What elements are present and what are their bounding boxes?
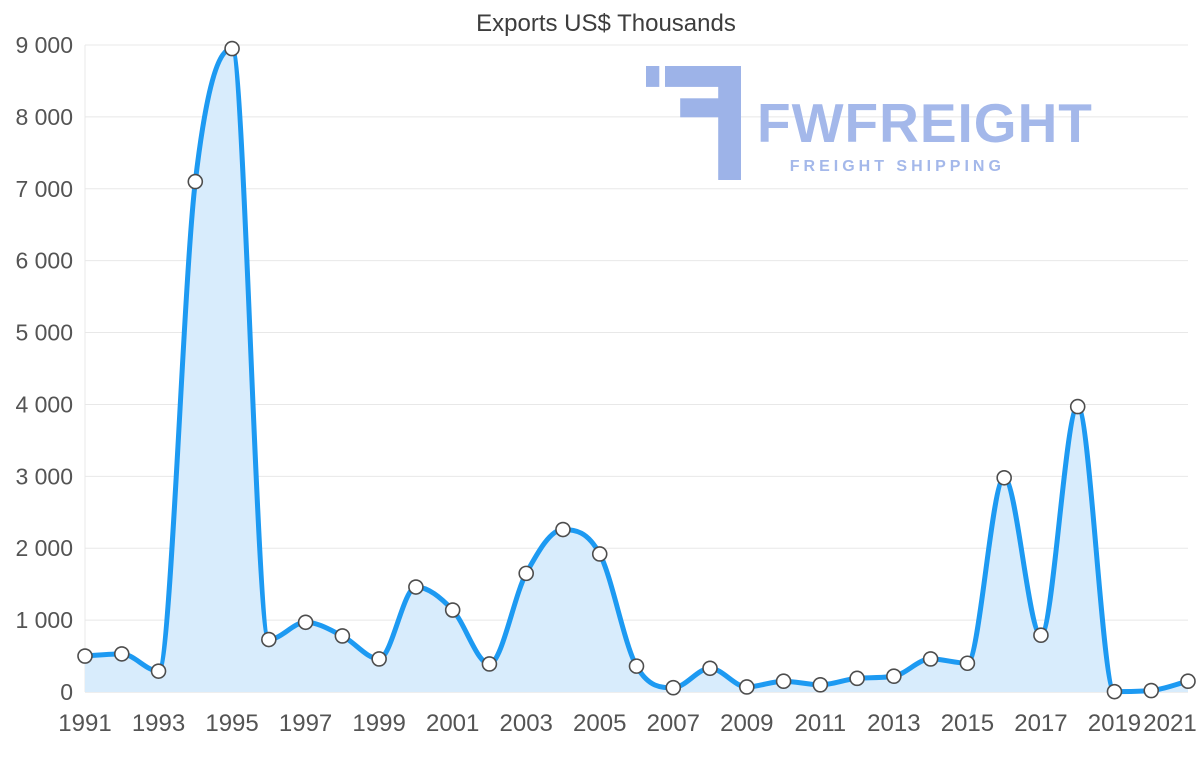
data-point[interactable] (959, 655, 976, 672)
x-tick-label: 1997 (279, 710, 332, 737)
y-tick-label: 4 000 (15, 391, 73, 417)
x-tick-label: 2013 (867, 710, 920, 737)
x-tick-label: 1995 (205, 710, 258, 737)
y-axis-labels: 0 1 000 2 000 3 000 4 000 5 000 6 000 7 000 8 00… (15, 32, 73, 705)
data-point[interactable] (334, 628, 351, 644)
data-point[interactable] (591, 546, 608, 562)
data-point[interactable] (224, 40, 240, 57)
data-point[interactable] (481, 656, 498, 672)
data-point[interactable] (1106, 683, 1123, 700)
y-tick-label: 3 000 (15, 463, 73, 489)
data-point[interactable] (996, 469, 1012, 486)
y-tick-label: 1 000 (15, 607, 73, 633)
data-point[interactable] (886, 668, 902, 684)
data-point[interactable] (518, 565, 535, 582)
data-point[interactable] (555, 521, 571, 538)
y-tick-label: 7 000 (15, 176, 73, 202)
data-point[interactable] (922, 651, 939, 667)
y-tick-label: 0 (60, 679, 73, 705)
x-tick-label: 1999 (352, 710, 405, 737)
data-point[interactable] (297, 614, 314, 631)
data-point[interactable] (1069, 398, 1086, 415)
x-tick-label: 2005 (573, 710, 626, 737)
y-tick-label: 8 000 (15, 104, 73, 130)
gridlines (84, 44, 1188, 693)
area-series (85, 48, 1188, 692)
data-point[interactable] (187, 173, 204, 190)
series-line (82, 46, 1191, 695)
y-tick-label: 9 000 (15, 32, 73, 58)
data-point[interactable] (665, 679, 682, 696)
data-point[interactable] (444, 602, 461, 618)
x-tick-label: 2011 (795, 710, 847, 737)
x-axis-labels: 1991 1993 1995 1997 1999 2001 2003 2005 2007 2009… (58, 710, 1196, 737)
data-point[interactable] (113, 646, 130, 662)
x-tick-label: 2017 (1014, 710, 1067, 737)
data-point[interactable] (150, 663, 167, 679)
x-tick-label: 1993 (132, 710, 185, 737)
data-point[interactable] (1033, 627, 1049, 644)
y-tick-label: 2 000 (15, 535, 73, 561)
data-point[interactable] (1143, 682, 1160, 699)
data-point[interactable] (1180, 673, 1196, 690)
y-tick-label: 5 000 (15, 320, 73, 346)
data-point[interactable] (702, 660, 718, 677)
data-point[interactable] (371, 651, 387, 667)
x-tick-label: 1991 (58, 710, 111, 737)
x-tick-label: 2015 (941, 710, 994, 737)
x-tick-label: 2009 (720, 710, 773, 737)
data-point[interactable] (77, 648, 93, 664)
data-point[interactable] (775, 673, 792, 690)
data-point-markers (77, 40, 1196, 700)
x-tick-label: 2019 (1088, 710, 1141, 737)
chart-title: Exports US$ Thousands (476, 10, 736, 37)
data-point[interactable] (812, 677, 829, 693)
x-tick-label: 2001 (426, 710, 479, 737)
x-tick-label: 2007 (647, 710, 700, 737)
x-tick-label: 2021 (1143, 710, 1196, 737)
y-tick-label: 6 000 (15, 248, 73, 274)
data-point[interactable] (849, 670, 865, 687)
area-fill (85, 48, 1188, 692)
data-point[interactable] (408, 579, 424, 595)
x-tick-label: 2003 (500, 710, 553, 737)
data-point[interactable] (628, 658, 645, 674)
data-point[interactable] (261, 631, 277, 648)
data-point[interactable] (738, 679, 755, 695)
line-series (82, 46, 1191, 695)
